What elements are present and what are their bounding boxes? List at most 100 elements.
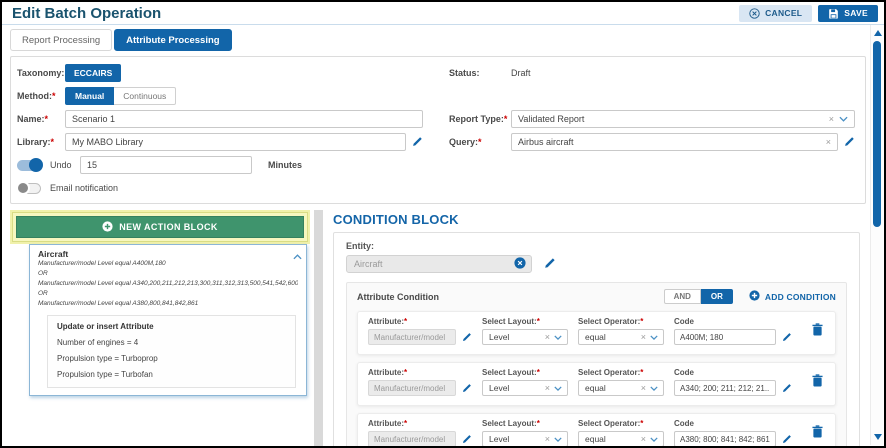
attribute-condition-header: Attribute Condition AND OR ADD CONDITION xyxy=(357,289,836,304)
chevron-down-icon[interactable] xyxy=(839,114,848,124)
operator-select[interactable]: equal × xyxy=(578,380,664,396)
scrollbar-thumb[interactable] xyxy=(873,41,881,227)
delete-condition-button[interactable] xyxy=(810,423,825,443)
entity-input[interactable]: Aircraft xyxy=(346,255,532,273)
edit-attribute-button[interactable] xyxy=(462,381,472,396)
block-action-line: Number of engines = 4 xyxy=(57,338,139,347)
new-action-block-highlight: NEW ACTION BLOCK xyxy=(12,212,308,242)
attribute-input[interactable] xyxy=(368,431,456,446)
required-marker: * xyxy=(44,114,49,124)
chevron-up-icon xyxy=(293,248,302,263)
action-block-card[interactable]: Aircraft Manufacturer/model Level equal … xyxy=(29,244,307,396)
spacer-cell xyxy=(449,179,855,197)
tab-attribute-processing[interactable]: Attribute Processing xyxy=(114,29,232,51)
report-type-value: Validated Report xyxy=(518,114,585,124)
report-type-select[interactable]: Validated Report × xyxy=(511,110,855,128)
name-input[interactable] xyxy=(65,110,423,128)
edit-code-button[interactable] xyxy=(782,381,792,396)
query-input[interactable]: Airbus aircraft × xyxy=(511,133,838,151)
add-condition-button[interactable]: ADD CONDITION xyxy=(749,290,836,303)
attribute-label: Attribute:* xyxy=(368,317,408,326)
entity-field-row: Aircraft xyxy=(346,255,847,273)
operator-field: Select Operator:* equal × xyxy=(578,368,664,396)
cancel-button[interactable]: CANCEL xyxy=(739,4,813,22)
clear-query-icon[interactable]: × xyxy=(825,136,831,147)
layout-select[interactable]: Level × xyxy=(482,431,568,446)
library-input[interactable] xyxy=(65,133,406,151)
chevron-down-icon[interactable] xyxy=(554,332,562,342)
required-marker: * xyxy=(536,419,540,428)
scroll-up-arrow-icon[interactable] xyxy=(873,30,882,36)
tab-report-processing[interactable]: Report Processing xyxy=(10,29,113,51)
chevron-down-icon[interactable] xyxy=(554,434,562,444)
new-action-block-button[interactable]: NEW ACTION BLOCK xyxy=(16,216,304,238)
code-field: Code xyxy=(674,419,792,447)
required-marker: * xyxy=(478,137,482,147)
clear-report-type-icon[interactable]: × xyxy=(828,113,834,124)
required-marker: * xyxy=(52,91,56,101)
email-notification-toggle[interactable] xyxy=(16,181,41,195)
clear-icon[interactable]: × xyxy=(640,331,646,342)
save-button[interactable]: SAVE xyxy=(818,4,878,22)
block-action-summary: Update or insert Attribute Number of eng… xyxy=(47,315,296,388)
edit-code-button[interactable] xyxy=(782,330,792,345)
clear-icon[interactable]: × xyxy=(640,433,646,444)
undo-toggle[interactable] xyxy=(17,157,43,172)
method-continuous-button[interactable]: Continuous xyxy=(114,87,177,105)
clear-icon[interactable]: × xyxy=(544,433,550,444)
attribute-input[interactable] xyxy=(368,380,456,396)
clear-icon[interactable]: × xyxy=(544,382,550,393)
layout-select[interactable]: Level × xyxy=(482,329,568,345)
scroll-down-arrow-icon[interactable] xyxy=(873,434,882,440)
clear-entity-icon[interactable] xyxy=(514,257,526,271)
undo-minutes-input[interactable] xyxy=(80,156,252,174)
chevron-down-icon[interactable] xyxy=(650,332,658,342)
operator-value: equal xyxy=(585,383,606,393)
code-input[interactable] xyxy=(674,380,776,396)
layout-field: Select Layout:* Level × xyxy=(482,368,568,396)
delete-condition-button[interactable] xyxy=(810,372,825,392)
layout-select[interactable]: Level × xyxy=(482,380,568,396)
operator-select[interactable]: equal × xyxy=(578,431,664,446)
attribute-input[interactable] xyxy=(368,329,456,345)
required-marker: * xyxy=(640,419,644,428)
clear-icon[interactable]: × xyxy=(544,331,550,342)
status-label: Status: xyxy=(449,68,480,78)
and-button[interactable]: AND xyxy=(663,289,701,304)
chevron-down-icon[interactable] xyxy=(650,434,658,444)
edit-attribute-button[interactable] xyxy=(462,432,472,447)
edit-query-button[interactable] xyxy=(844,135,855,150)
taxonomy-button[interactable]: ECCAIRS xyxy=(65,64,122,82)
block-condition-line: Manufacturer/model Level equal A380,800,… xyxy=(38,300,199,307)
vertical-scrollbar[interactable] xyxy=(870,25,883,445)
edit-library-button[interactable] xyxy=(412,135,423,150)
select-operator-label: Select Operator:* xyxy=(578,317,644,326)
chevron-down-icon[interactable] xyxy=(554,383,562,393)
attribute-condition-label: Attribute Condition xyxy=(357,291,439,302)
delete-condition-button[interactable] xyxy=(810,321,825,341)
operator-select[interactable]: equal × xyxy=(578,329,664,345)
condition-row: Attribute:* Select Layout:* Level xyxy=(357,362,836,406)
code-field: Code xyxy=(674,368,792,396)
collapse-block-button[interactable] xyxy=(293,248,302,263)
select-operator-label: Select Operator:* xyxy=(578,419,644,428)
layout-field: Select Layout:* Level × xyxy=(482,419,568,446)
required-marker: * xyxy=(503,114,508,124)
operator-value: equal xyxy=(585,332,606,342)
tab-bar: Report Processing Attribute Processing xyxy=(10,29,866,51)
required-marker: * xyxy=(640,317,644,326)
report-type-label: Report Type:* xyxy=(449,114,508,124)
edit-entity-button[interactable] xyxy=(544,257,556,272)
edit-attribute-button[interactable] xyxy=(462,330,472,345)
edit-code-button[interactable] xyxy=(782,432,792,447)
method-manual-button[interactable]: Manual xyxy=(65,87,115,105)
chevron-down-icon[interactable] xyxy=(650,383,658,393)
plus-circle-icon xyxy=(749,290,760,303)
clear-icon[interactable]: × xyxy=(640,382,646,393)
method-label: Method:* xyxy=(17,91,56,101)
code-input[interactable] xyxy=(674,431,776,446)
or-button[interactable]: OR xyxy=(700,289,733,304)
panel-divider[interactable] xyxy=(314,210,323,446)
code-input[interactable] xyxy=(674,329,776,345)
